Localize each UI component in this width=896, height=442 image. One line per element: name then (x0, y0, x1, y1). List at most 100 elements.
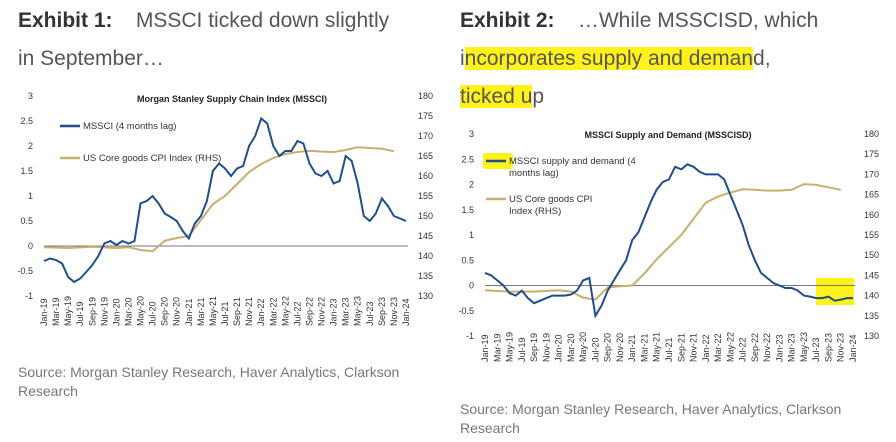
mssci-sd-chart: MSSCI Supply and Demand (MSSCISD) 3 2.5 2 1… (458, 129, 879, 362)
x-tick-label: Mar-19 (51, 297, 61, 326)
y-right-tick-label: 135 (418, 271, 433, 281)
y-left-tick-label: 3 (28, 91, 33, 101)
exhibit-2-label: Exhibit 2: (460, 9, 555, 32)
y-axis-left: 3 2.5 2 1.5 1 0.5 0 -0.5 -1 (458, 129, 474, 341)
exhibit-1: Exhibit 1: MSSCI ticked down slightly in… (17, 9, 433, 399)
x-tick-label: Jul-21 (220, 301, 230, 326)
x-tick-label: Mar-23 (341, 297, 351, 326)
x-tick-label: May-22 (725, 332, 735, 362)
exhibit-2-title: Exhibit 2: …While MSSCISD, which incorpo… (460, 2, 818, 116)
x-tick-label: Jan-21 (184, 298, 194, 326)
y-left-tick-label: -1 (25, 291, 33, 301)
x-tick-label: Jul-20 (590, 337, 600, 362)
x-tick-label: Sep-21 (676, 333, 686, 362)
y-right-tick-label: 145 (418, 231, 433, 241)
x-tick-label: Mar-20 (123, 297, 133, 326)
x-tick-label: Jul-22 (292, 301, 302, 326)
y-axis-right: 180 175 170 165 160 155 150 145 140 135 130 (864, 129, 879, 341)
x-tick-label: Jan-19 (39, 298, 49, 326)
x-tick-label: May-20 (578, 332, 588, 362)
y-axis-right: 180 175 170 165 160 155 150 145 140 135 130 (418, 91, 433, 301)
y-right-tick-label: 170 (418, 131, 433, 141)
y-right-tick-label: 165 (418, 151, 433, 161)
x-tick-label: May-22 (280, 296, 290, 326)
x-tick-label: May-21 (652, 332, 662, 362)
x-tick-label: Jul-20 (148, 301, 158, 326)
x-tick-label: May-19 (63, 296, 73, 326)
x-tick-label: Jan-23 (774, 334, 784, 362)
x-tick-label: Nov-22 (762, 333, 772, 362)
x-tick-label: May-23 (353, 296, 363, 326)
y-left-tick-label: 1 (469, 230, 474, 240)
x-tick-label: Sep-23 (377, 297, 387, 326)
chart-title: MSSCI Supply and Demand (MSSCISD) (584, 130, 751, 140)
y-left-tick-label: 2 (469, 180, 474, 190)
x-tick-label: May-20 (136, 296, 146, 326)
exhibit-2-title-highlight-1: ncorporates supply and deman (464, 47, 754, 70)
y-axis-left: 3 2.5 2 1.5 1 0.5 0 -0.5 -1 (17, 91, 33, 301)
y-right-tick-label: 155 (864, 230, 879, 240)
x-tick-label: Jan-22 (256, 298, 266, 326)
y-right-tick-label: 150 (864, 250, 879, 260)
x-tick-label: Mar-19 (492, 333, 502, 362)
y-left-tick-label: 1 (28, 191, 33, 201)
x-tick-label: Jan-24 (848, 334, 858, 362)
legend-label-cpi: US Core goods CPI Index (RHS) (83, 153, 221, 164)
x-tick-label: Jul-23 (365, 301, 375, 326)
exhibit-1-title-text: MSSCI ticked down slightly (135, 9, 390, 32)
x-tick-label: Nov-20 (615, 333, 625, 362)
mssci-chart: Morgan Stanley Supply Chain Index (MSSCI… (17, 91, 433, 326)
chart-title: Morgan Stanley Supply Chain Index (MSSCI… (137, 94, 327, 104)
y-right-tick-label: 160 (864, 210, 879, 220)
y-right-tick-label: 175 (418, 111, 433, 121)
x-tick-label: Mar-20 (566, 333, 576, 362)
us-core-goods-cpi-line (43, 146, 395, 253)
y-right-tick-label: 140 (864, 291, 879, 301)
y-right-tick-label: 145 (864, 270, 879, 280)
x-tick-label: Mar-22 (268, 297, 278, 326)
x-tick-label: Sep-21 (232, 297, 242, 326)
y-right-tick-label: 180 (864, 129, 879, 139)
x-tick-label: Nov-23 (836, 333, 846, 362)
x-tick-label: Sep-19 (529, 333, 539, 362)
x-axis: Jan-19 Mar-19 May-19 Jul-19 Sep-19 Nov-19 Jan-… (39, 296, 411, 326)
x-tick-label: Jan-24 (401, 298, 411, 326)
y-right-tick-label: 140 (418, 251, 433, 261)
x-tick-label: May-19 (505, 332, 515, 362)
x-tick-label: Jul-23 (811, 337, 821, 362)
y-right-tick-label: 180 (418, 91, 433, 101)
y-right-tick-label: 160 (418, 171, 433, 181)
mssci-line (43, 116, 407, 284)
x-tick-label: Sep-22 (750, 333, 760, 362)
x-tick-label: Jan-19 (480, 334, 490, 362)
y-right-tick-label: 130 (418, 291, 433, 301)
x-axis: Jan-19 Mar-19 May-19 Jul-19 Sep-19 Nov-19 Jan-… (480, 332, 858, 362)
exhibit-1-title-line2: in September… (18, 47, 164, 70)
y-left-tick-label: 2.5 (461, 154, 474, 164)
y-right-tick-label: 150 (418, 211, 433, 221)
y-right-tick-label: 165 (864, 190, 879, 200)
y-right-tick-label: 170 (864, 169, 879, 179)
exhibit-2-title-text: …While MSSCISD, which (577, 9, 819, 32)
exhibit-2-title-line2-start: i (460, 47, 465, 70)
y-right-tick-label: 135 (864, 311, 879, 321)
x-tick-label: Nov-19 (99, 297, 109, 326)
y-left-tick-label: 1.5 (461, 205, 474, 215)
exhibit-2: Exhibit 2: …While MSSCISD, which incorpo… (448, 0, 896, 442)
y-right-tick-label: 130 (864, 331, 879, 341)
y-right-tick-label: 175 (864, 149, 879, 159)
x-tick-label: Jan-23 (329, 298, 339, 326)
y-left-tick-label: 1.5 (20, 166, 33, 176)
x-tick-label: Nov-19 (541, 333, 551, 362)
x-tick-label: Jan-21 (627, 334, 637, 362)
x-tick-label: Nov-23 (389, 297, 399, 326)
x-tick-label: Nov-21 (244, 297, 254, 326)
x-tick-label: Jul-21 (664, 337, 674, 362)
y-left-tick-label: 3 (469, 129, 474, 139)
exhibit-1-source: Source: Morgan Stanley Research, Haver A… (18, 364, 400, 399)
x-tick-label: Sep-22 (304, 297, 314, 326)
exhibit-2-title-line3-end: p (532, 85, 545, 108)
y-left-tick-label: -0.5 (458, 306, 474, 316)
x-tick-label: Mar-23 (787, 333, 797, 362)
exhibit-2-title-highlight-2: ticked u (460, 85, 533, 108)
